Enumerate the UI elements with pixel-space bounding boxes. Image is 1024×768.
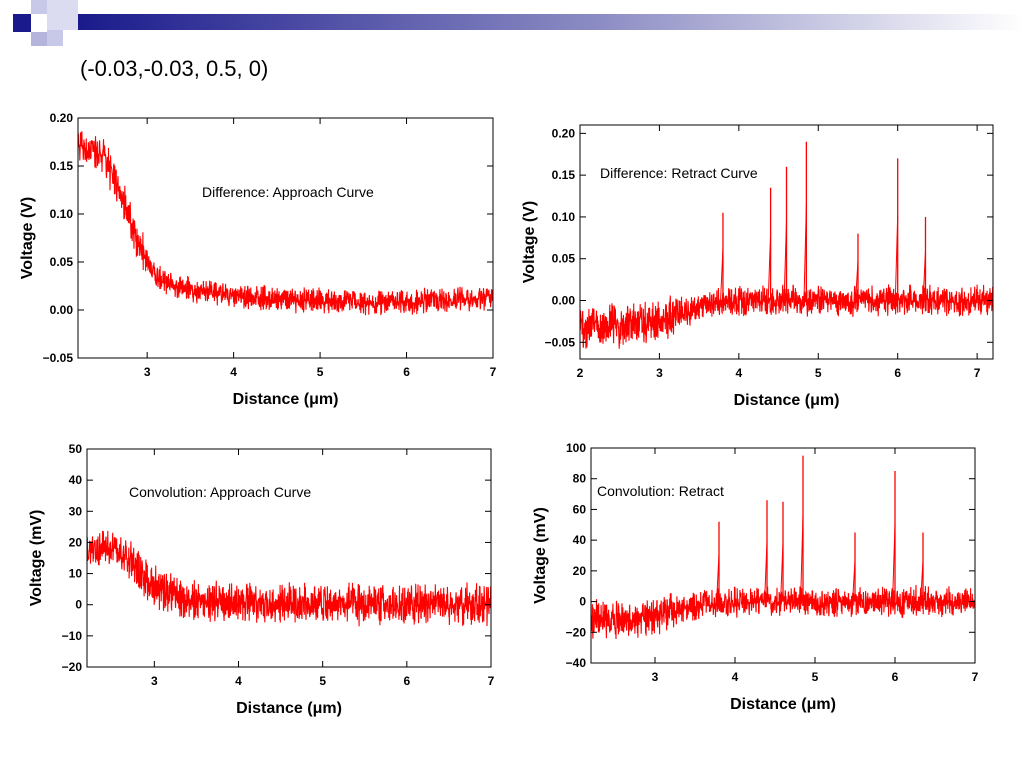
x-axis-label: Distance (μm) [233, 391, 339, 408]
y-tick-label: 10 [69, 567, 83, 581]
chart-annotation: Convolution: Retract [597, 483, 724, 499]
signal-spike [800, 514, 804, 602]
y-tick-label: 0.00 [50, 303, 74, 317]
signal-spike [855, 260, 859, 301]
y-tick-label: 0.00 [552, 294, 576, 308]
y-tick-label: −40 [566, 656, 587, 670]
x-tick-label: 4 [736, 366, 743, 380]
signal-spike [764, 540, 768, 602]
x-tick-label: 3 [656, 366, 663, 380]
y-axis-label: Voltage (mV) [28, 510, 45, 607]
y-tick-label: −10 [62, 629, 83, 643]
signal-spike [716, 553, 720, 602]
y-tick-label: 0.10 [552, 210, 576, 224]
x-axis-label: Distance (μm) [730, 696, 836, 713]
y-tick-label: −20 [62, 660, 83, 674]
plot-frame [77, 117, 494, 359]
slide-decoration [13, 0, 1024, 46]
x-tick-label: 5 [317, 365, 324, 379]
plot-frame [579, 124, 994, 360]
x-tick-label: 5 [812, 670, 819, 684]
y-tick-label: 50 [69, 442, 83, 456]
corner-square-light [31, 32, 47, 46]
chart-annotation: Difference: Retract Curve [600, 165, 758, 181]
signal-spike [803, 205, 807, 301]
corner-square-light [47, 30, 63, 46]
y-tick-label: 80 [573, 472, 587, 486]
slide-title: (-0.03,-0.03, 0.5, 0) [80, 56, 269, 81]
y-tick-label: 0 [75, 598, 82, 612]
signal-spike [783, 220, 787, 301]
plot-frame [86, 448, 492, 668]
x-tick-label: 4 [230, 365, 237, 379]
x-tick-label: 7 [972, 670, 979, 684]
corner-square-light [47, 0, 78, 30]
corner-square-light [31, 0, 47, 14]
y-tick-label: −0.05 [545, 335, 576, 349]
chart-annotation: Convolution: Approach Curve [129, 484, 311, 500]
header-gradient-bar [78, 14, 1024, 30]
signal-spike [720, 247, 724, 301]
signal-spike [922, 250, 926, 301]
x-axis-label: Distance (μm) [236, 700, 342, 717]
y-tick-label: 0.20 [552, 126, 576, 140]
x-tick-label: 3 [144, 365, 151, 379]
x-tick-label: 6 [403, 365, 410, 379]
y-tick-label: 40 [573, 533, 587, 547]
signal-group [78, 131, 493, 316]
signal-spike [920, 560, 924, 602]
plot-frame [590, 447, 976, 664]
signal-line [78, 131, 493, 316]
y-tick-label: 0.20 [50, 111, 74, 125]
x-tick-label: 3 [151, 674, 158, 688]
y-tick-label: 0.15 [552, 168, 576, 182]
y-axis-label: Voltage (V) [521, 201, 538, 283]
x-tick-label: 2 [577, 366, 584, 380]
y-tick-label: −0.05 [43, 351, 74, 365]
x-tick-label: 4 [732, 670, 739, 684]
x-tick-label: 6 [403, 674, 410, 688]
y-tick-label: 40 [69, 473, 83, 487]
corner-square-dark [13, 14, 31, 32]
y-tick-label: 60 [573, 502, 587, 516]
signal-group [580, 141, 993, 349]
signal-line [87, 530, 491, 627]
y-axis-label: Voltage (mV) [532, 507, 549, 604]
y-axis-label: Voltage (V) [19, 197, 36, 279]
x-tick-label: 4 [235, 674, 242, 688]
x-tick-label: 7 [974, 366, 981, 380]
y-tick-label: 20 [69, 535, 83, 549]
x-tick-label: 5 [319, 674, 326, 688]
signal-spike [780, 541, 784, 602]
y-tick-label: 100 [566, 441, 586, 455]
y-tick-label: 0.05 [50, 255, 74, 269]
x-axis-label: Distance (μm) [734, 392, 840, 409]
signal-spike [892, 523, 896, 602]
signal-spike [852, 560, 856, 602]
signal-group [87, 530, 491, 627]
x-tick-label: 5 [815, 366, 822, 380]
x-tick-label: 3 [652, 670, 659, 684]
signal-spike [767, 232, 772, 301]
x-tick-label: 6 [894, 366, 901, 380]
y-tick-label: 0.10 [50, 207, 74, 221]
y-tick-label: 0.15 [50, 159, 74, 173]
signal-group [591, 455, 975, 640]
signal-line [580, 284, 993, 349]
x-tick-label: 7 [490, 365, 497, 379]
y-tick-label: 0 [579, 595, 586, 609]
x-tick-label: 6 [892, 670, 899, 684]
y-tick-label: −20 [566, 625, 587, 639]
y-tick-label: 30 [69, 504, 83, 518]
x-tick-label: 7 [488, 674, 495, 688]
signal-spike [894, 215, 899, 301]
y-tick-label: 20 [573, 564, 587, 578]
y-tick-label: 0.05 [552, 252, 576, 266]
chart-annotation: Difference: Approach Curve [202, 184, 374, 200]
